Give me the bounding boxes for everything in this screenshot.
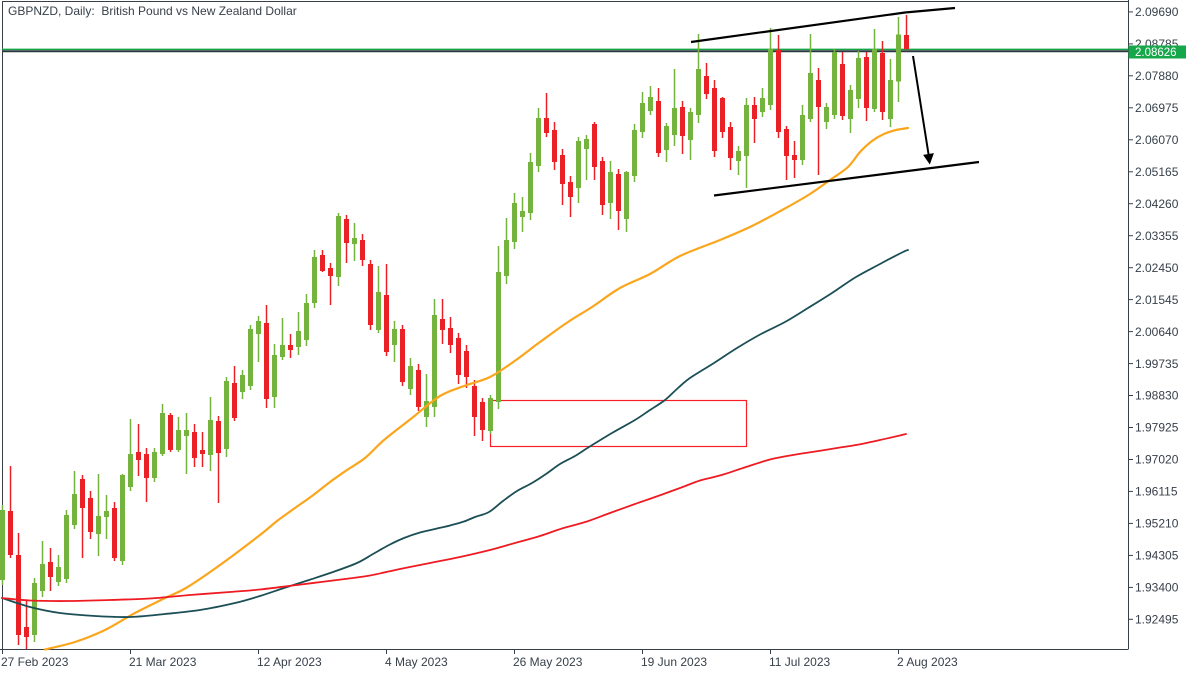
svg-text:1.97020: 1.97020 xyxy=(1135,453,1179,467)
svg-text:2.08626: 2.08626 xyxy=(1135,47,1177,59)
svg-text:1.95210: 1.95210 xyxy=(1135,517,1179,531)
svg-text:1.94305: 1.94305 xyxy=(1135,549,1179,563)
svg-text:1.96115: 1.96115 xyxy=(1135,485,1178,499)
svg-text:1.92495: 1.92495 xyxy=(1135,613,1179,627)
svg-text:2.01545: 2.01545 xyxy=(1135,293,1179,307)
svg-text:2.09690: 2.09690 xyxy=(1135,5,1179,19)
svg-text:4 May 2023: 4 May 2023 xyxy=(385,655,448,669)
svg-text:2 Aug 2023: 2 Aug 2023 xyxy=(897,655,958,669)
svg-text:2.03355: 2.03355 xyxy=(1135,229,1179,243)
svg-text:21 Mar 2023: 21 Mar 2023 xyxy=(129,655,197,669)
svg-text:27 Feb 2023: 27 Feb 2023 xyxy=(1,655,69,669)
svg-text:1.93400: 1.93400 xyxy=(1135,581,1179,595)
svg-text:2.06070: 2.06070 xyxy=(1135,133,1179,147)
svg-text:1.99735: 1.99735 xyxy=(1135,357,1179,371)
svg-text:26 May 2023: 26 May 2023 xyxy=(513,655,583,669)
svg-text:2.00640: 2.00640 xyxy=(1135,325,1179,339)
svg-text:2.05165: 2.05165 xyxy=(1135,165,1179,179)
svg-text:2.06975: 2.06975 xyxy=(1135,101,1179,115)
svg-text:2.04260: 2.04260 xyxy=(1135,197,1179,211)
svg-text:11 Jul 2023: 11 Jul 2023 xyxy=(769,655,830,669)
svg-text:2.07880: 2.07880 xyxy=(1135,69,1179,83)
svg-text:2.02450: 2.02450 xyxy=(1135,261,1179,275)
svg-text:1.97925: 1.97925 xyxy=(1135,421,1179,435)
svg-text:1.98830: 1.98830 xyxy=(1135,389,1179,403)
svg-text:19 Jun 2023: 19 Jun 2023 xyxy=(641,655,707,669)
svg-text:GBPNZD, Daily: British Pound: GBPNZD, Daily: British Pound vs New Zeal… xyxy=(8,4,297,18)
svg-text:12 Apr 2023: 12 Apr 2023 xyxy=(257,655,322,669)
